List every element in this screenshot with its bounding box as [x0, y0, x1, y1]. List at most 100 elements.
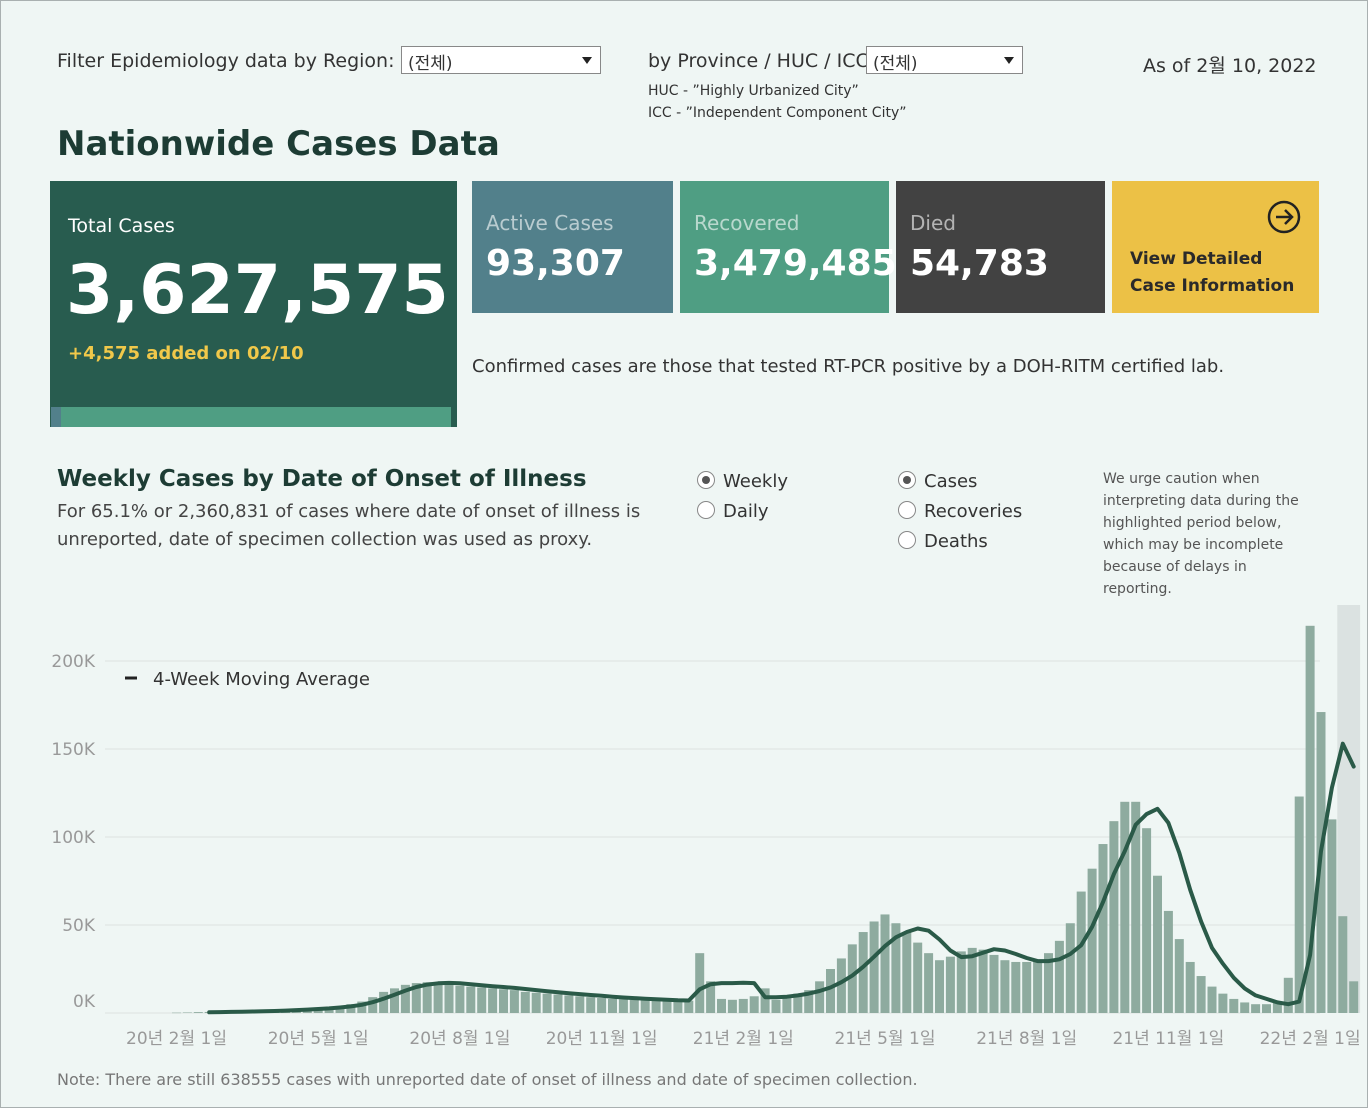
bar [466, 986, 476, 1013]
recovered-card: Recovered 3,479,485 [680, 181, 897, 313]
card-bar-accent [51, 407, 61, 427]
bar [1131, 801, 1141, 1013]
caution-line: which may be incomplete [1103, 537, 1284, 553]
bar [880, 914, 890, 1013]
bar [618, 999, 628, 1013]
bar [1185, 961, 1195, 1013]
died-label: Died [910, 211, 956, 235]
bar [477, 987, 487, 1013]
bar [1163, 910, 1173, 1013]
bar [684, 1000, 694, 1013]
died-value: 54,783 [910, 243, 1049, 284]
y-tick-label: 150K [51, 740, 95, 760]
bar [793, 993, 803, 1013]
caution-line: because of delays in [1103, 559, 1247, 575]
bar [1022, 961, 1032, 1013]
bar [1044, 953, 1053, 1013]
active-cases-card: Active Cases 93,307 [472, 181, 673, 313]
radio-selected-icon [898, 471, 916, 489]
bar [390, 988, 399, 1013]
bar [1283, 977, 1293, 1013]
bar [836, 958, 846, 1013]
bar [1120, 801, 1130, 1013]
bar [193, 1012, 203, 1013]
bar [760, 988, 770, 1013]
bar [455, 985, 465, 1013]
bar [433, 983, 443, 1013]
y-tick-label: 200K [51, 652, 95, 672]
bar [182, 1012, 192, 1013]
total-cases-card: Total Cases 3,627,575 +4,575 added on 02… [50, 181, 457, 427]
view-detailed-button[interactable]: View Detailed Case Information [1112, 181, 1319, 313]
bar [400, 984, 410, 1013]
bar [1327, 819, 1337, 1013]
bar [847, 944, 857, 1013]
x-tick-label: 20년 5월 1일 [268, 1029, 369, 1049]
x-tick-label: 20년 11월 1일 [546, 1029, 658, 1049]
bar [738, 998, 748, 1013]
bar [1087, 868, 1097, 1013]
bar [826, 969, 835, 1013]
as-of-date: As of 2월 10, 2022 [1143, 55, 1317, 77]
caution-note: We urge caution when interpreting data d… [1103, 468, 1299, 600]
caution-line: interpreting data during the [1103, 493, 1299, 509]
bar [1294, 796, 1304, 1013]
province-select-value: (전체) [873, 54, 918, 74]
radio-weekly[interactable]: Weekly [697, 471, 788, 492]
bar [891, 923, 901, 1013]
radio-daily[interactable]: Daily [697, 501, 769, 522]
active-cases-value: 93,307 [486, 243, 625, 284]
bar [368, 997, 378, 1013]
bar [1098, 844, 1108, 1013]
bar [1305, 625, 1315, 1013]
radio-cases[interactable]: Cases [898, 471, 977, 492]
legend-label: 4-Week Moving Average [153, 669, 370, 690]
x-tick-label: 21년 11월 1일 [1112, 1029, 1224, 1049]
region-select[interactable]: (전체) [401, 46, 601, 74]
footnote: Note: There are still 638555 cases with … [57, 1070, 918, 1089]
bar [357, 1001, 367, 1013]
bar [564, 995, 574, 1013]
bar [989, 954, 999, 1013]
bar [411, 983, 421, 1013]
bar [1272, 1002, 1282, 1013]
bar [172, 1012, 181, 1014]
bar [1142, 828, 1152, 1013]
bar [1109, 821, 1119, 1013]
bar [1218, 993, 1228, 1013]
bar [815, 981, 825, 1013]
radio-recoveries[interactable]: Recoveries [898, 501, 1022, 522]
bar [1000, 960, 1010, 1013]
y-tick-label: 100K [51, 828, 95, 848]
x-tick-label: 20년 8월 1일 [409, 1029, 510, 1049]
radio-selected-icon [697, 471, 715, 489]
total-cases-added: +4,575 added on 02/10 [68, 343, 304, 364]
bar [499, 989, 508, 1013]
province-select[interactable]: (전체) [866, 46, 1023, 74]
radio-deaths[interactable]: Deaths [898, 531, 988, 552]
bar [379, 991, 389, 1013]
bar [553, 994, 563, 1013]
moving-average-line [207, 741, 1356, 1015]
total-cases-value: 3,627,575 [66, 251, 449, 330]
bar [542, 993, 552, 1013]
chevron-down-icon [1004, 57, 1014, 64]
radio-icon [898, 531, 916, 549]
bar [575, 996, 585, 1013]
bar [509, 990, 519, 1013]
view-detailed-line2: Case Information [1130, 276, 1295, 296]
arrow-circle-right-icon [1267, 200, 1301, 234]
weekly-title: Weekly Cases by Date of Onset of Illness [57, 466, 587, 492]
total-cases-label: Total Cases [68, 215, 175, 237]
radio-daily-label: Daily [723, 501, 769, 522]
bar [1338, 916, 1348, 1013]
bar [1174, 939, 1184, 1013]
bar [586, 997, 596, 1013]
bar [727, 999, 737, 1013]
x-tick-label: 20년 2월 1일 [126, 1029, 227, 1049]
x-tick-label: 21년 2월 1일 [693, 1029, 794, 1049]
bar [858, 932, 868, 1013]
confirmed-note: Confirmed cases are those that tested RT… [472, 356, 1225, 377]
weekly-desc-2: unreported, date of specimen collection … [57, 529, 593, 550]
bar [869, 921, 879, 1013]
